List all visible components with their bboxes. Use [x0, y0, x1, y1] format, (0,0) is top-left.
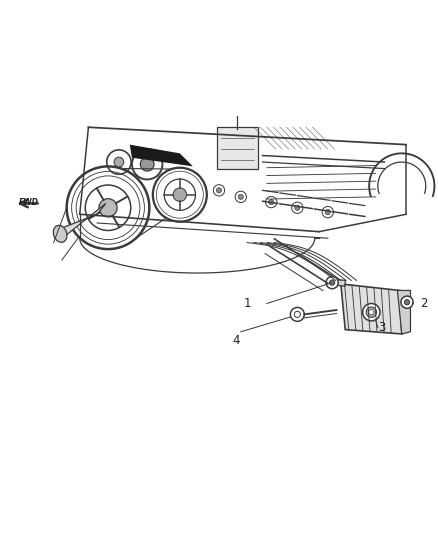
Circle shape — [325, 209, 330, 215]
Circle shape — [292, 202, 303, 213]
Circle shape — [114, 157, 124, 167]
Circle shape — [294, 311, 300, 318]
Circle shape — [265, 197, 277, 208]
Polygon shape — [397, 290, 410, 334]
Circle shape — [322, 206, 333, 218]
Circle shape — [329, 280, 335, 285]
Text: 4: 4 — [233, 334, 240, 347]
Circle shape — [268, 199, 274, 205]
Polygon shape — [330, 279, 345, 286]
Circle shape — [216, 188, 222, 193]
Ellipse shape — [53, 225, 67, 243]
FancyBboxPatch shape — [217, 127, 258, 168]
Text: FWD: FWD — [19, 198, 39, 207]
Circle shape — [326, 277, 338, 289]
Circle shape — [99, 199, 117, 217]
Circle shape — [213, 184, 225, 196]
Text: 3: 3 — [378, 321, 386, 334]
Circle shape — [235, 191, 247, 203]
Circle shape — [140, 157, 154, 171]
Circle shape — [173, 188, 187, 201]
Text: 2: 2 — [420, 297, 427, 310]
Circle shape — [290, 308, 304, 321]
Circle shape — [401, 296, 413, 308]
Circle shape — [369, 310, 374, 315]
Polygon shape — [341, 284, 402, 334]
Circle shape — [366, 307, 377, 318]
Circle shape — [363, 303, 380, 321]
Text: 1: 1 — [244, 297, 252, 310]
Polygon shape — [58, 204, 106, 238]
Circle shape — [295, 205, 300, 211]
Polygon shape — [130, 144, 193, 166]
Circle shape — [404, 300, 410, 305]
Circle shape — [238, 194, 244, 199]
